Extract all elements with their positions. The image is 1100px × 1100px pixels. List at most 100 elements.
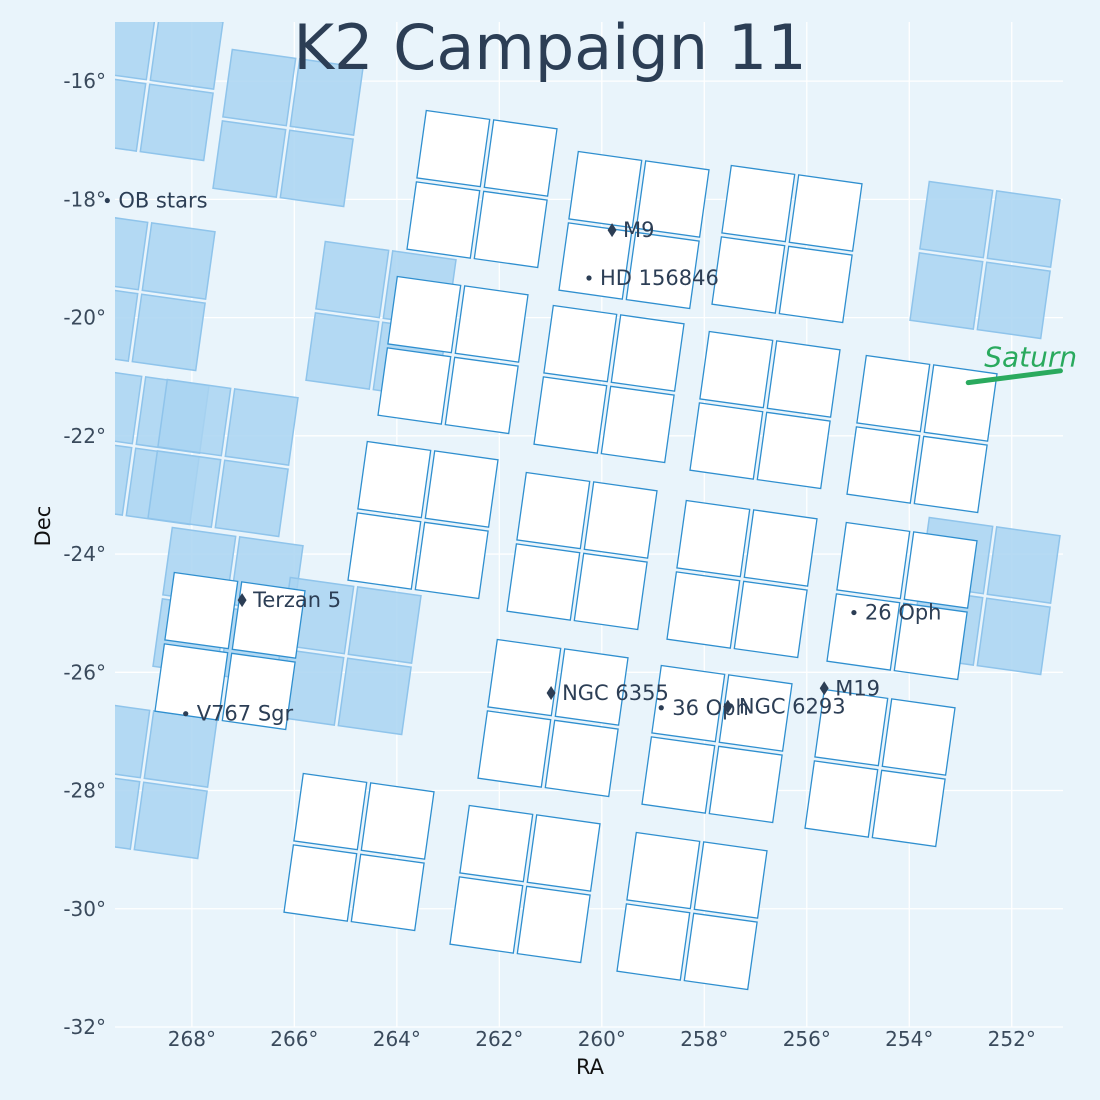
inactive-ccd <box>133 781 208 860</box>
active-ccd <box>778 245 853 324</box>
y-tick-label: -22° <box>63 424 106 448</box>
active-ccd <box>573 552 648 631</box>
inactive-ccd <box>976 597 1051 676</box>
active-ccd <box>544 719 619 798</box>
inactive-ccd <box>115 777 141 850</box>
active-ccd <box>477 710 552 788</box>
active-ccd <box>814 688 889 767</box>
inactive-ccd <box>986 526 1061 604</box>
inactive-ccd <box>315 240 390 319</box>
active-ccd <box>903 531 978 609</box>
object-label: HD 156846 <box>600 266 719 290</box>
active-ccd <box>516 885 591 964</box>
object-marker-dot <box>658 705 664 711</box>
inactive-ccd <box>214 459 289 538</box>
active-ccd <box>871 769 946 848</box>
active-ccd <box>718 674 793 752</box>
active-ccd <box>756 411 831 490</box>
active-ccd <box>699 330 774 409</box>
inactive-ccd <box>305 312 380 390</box>
object-marker-diamond <box>237 593 247 608</box>
active-ccd <box>414 521 489 600</box>
active-ccd <box>164 571 239 650</box>
active-ccd <box>283 844 358 922</box>
chart-title: K2 Campaign 11 <box>293 11 806 84</box>
active-ccd <box>516 471 591 550</box>
object-label: M9 <box>623 218 654 242</box>
active-ccd <box>347 512 422 590</box>
active-ccd <box>788 174 863 252</box>
active-ccd <box>444 356 519 435</box>
active-ccd <box>568 150 643 229</box>
object-marker-dot <box>104 197 110 204</box>
x-tick-label: 268° <box>168 1027 216 1051</box>
active-ccd <box>913 435 988 514</box>
active-ccd <box>554 648 629 726</box>
active-ccd <box>610 314 685 392</box>
y-axis-label: Dec <box>31 506 55 547</box>
inactive-ccd <box>115 704 151 779</box>
x-tick-label: 260° <box>578 1027 626 1051</box>
x-tick-label: 258° <box>680 1027 728 1051</box>
y-tick-label: -26° <box>63 660 106 684</box>
active-ccd <box>473 190 548 269</box>
active-ccd <box>711 236 786 314</box>
object-marker-dot <box>851 609 857 616</box>
active-ccd <box>626 831 701 910</box>
object-label: 36 Oph <box>672 696 749 720</box>
active-ccd <box>221 652 296 731</box>
active-ccd <box>635 160 710 238</box>
y-tick-label: -18° <box>63 187 106 211</box>
inactive-ccd <box>279 129 354 208</box>
inactive-ccd <box>115 371 143 445</box>
active-ccd <box>357 440 432 519</box>
active-ccd <box>424 450 499 528</box>
saturn-track <box>965 368 1063 386</box>
object-label: M19 <box>835 676 880 700</box>
active-ccd <box>743 509 818 587</box>
active-ccd <box>416 109 491 188</box>
active-ccd <box>826 593 901 671</box>
active-ccd <box>387 275 462 354</box>
y-tick-label: -28° <box>63 779 106 803</box>
saturn-label: Saturn <box>984 341 1077 374</box>
active-ccd <box>881 698 956 776</box>
active-ccd <box>231 581 306 659</box>
inactive-ccd <box>139 83 214 162</box>
active-ccd <box>454 285 529 363</box>
active-ccd <box>506 543 581 621</box>
axis-ticks: 268° 266° 264° 262° 260° 258° 256° 254° 252° -16°… <box>63 69 1036 1051</box>
inactive-ccd <box>909 252 984 330</box>
active-ccd <box>360 782 435 860</box>
y-tick-label: -24° <box>63 542 106 566</box>
inactive-ccd <box>115 22 156 81</box>
inactive-ccd <box>222 48 297 127</box>
active-ccd <box>693 841 768 919</box>
active-ccd <box>526 814 601 892</box>
object-label: OB stars <box>118 189 207 213</box>
active-ccd <box>154 643 229 721</box>
object-marker-dot <box>586 275 592 281</box>
inactive-ccd <box>141 222 216 300</box>
active-ccd <box>836 521 911 600</box>
active-ccd <box>583 481 658 559</box>
object-marker-diamond <box>723 699 733 714</box>
inactive-ccd <box>115 444 133 516</box>
inactive-ccd <box>224 388 299 466</box>
x-tick-label: 256° <box>783 1027 831 1051</box>
inactive-ccd <box>976 261 1051 340</box>
inactive-ccd <box>147 450 222 528</box>
inactive-ccd <box>157 378 232 457</box>
active-ccd <box>923 364 998 442</box>
active-ccd <box>641 736 716 814</box>
y-tick-label: -32° <box>63 1015 106 1039</box>
active-ccd <box>689 402 764 480</box>
active-ccd <box>676 499 751 578</box>
inactive-ccd <box>149 22 224 90</box>
active-ccd <box>459 804 534 883</box>
active-ccd <box>449 876 524 954</box>
active-ccd <box>533 376 608 454</box>
object-label: NGC 6293 <box>739 695 846 719</box>
x-axis-label: RA <box>576 1055 605 1079</box>
y-tick-label: -20° <box>63 306 106 330</box>
